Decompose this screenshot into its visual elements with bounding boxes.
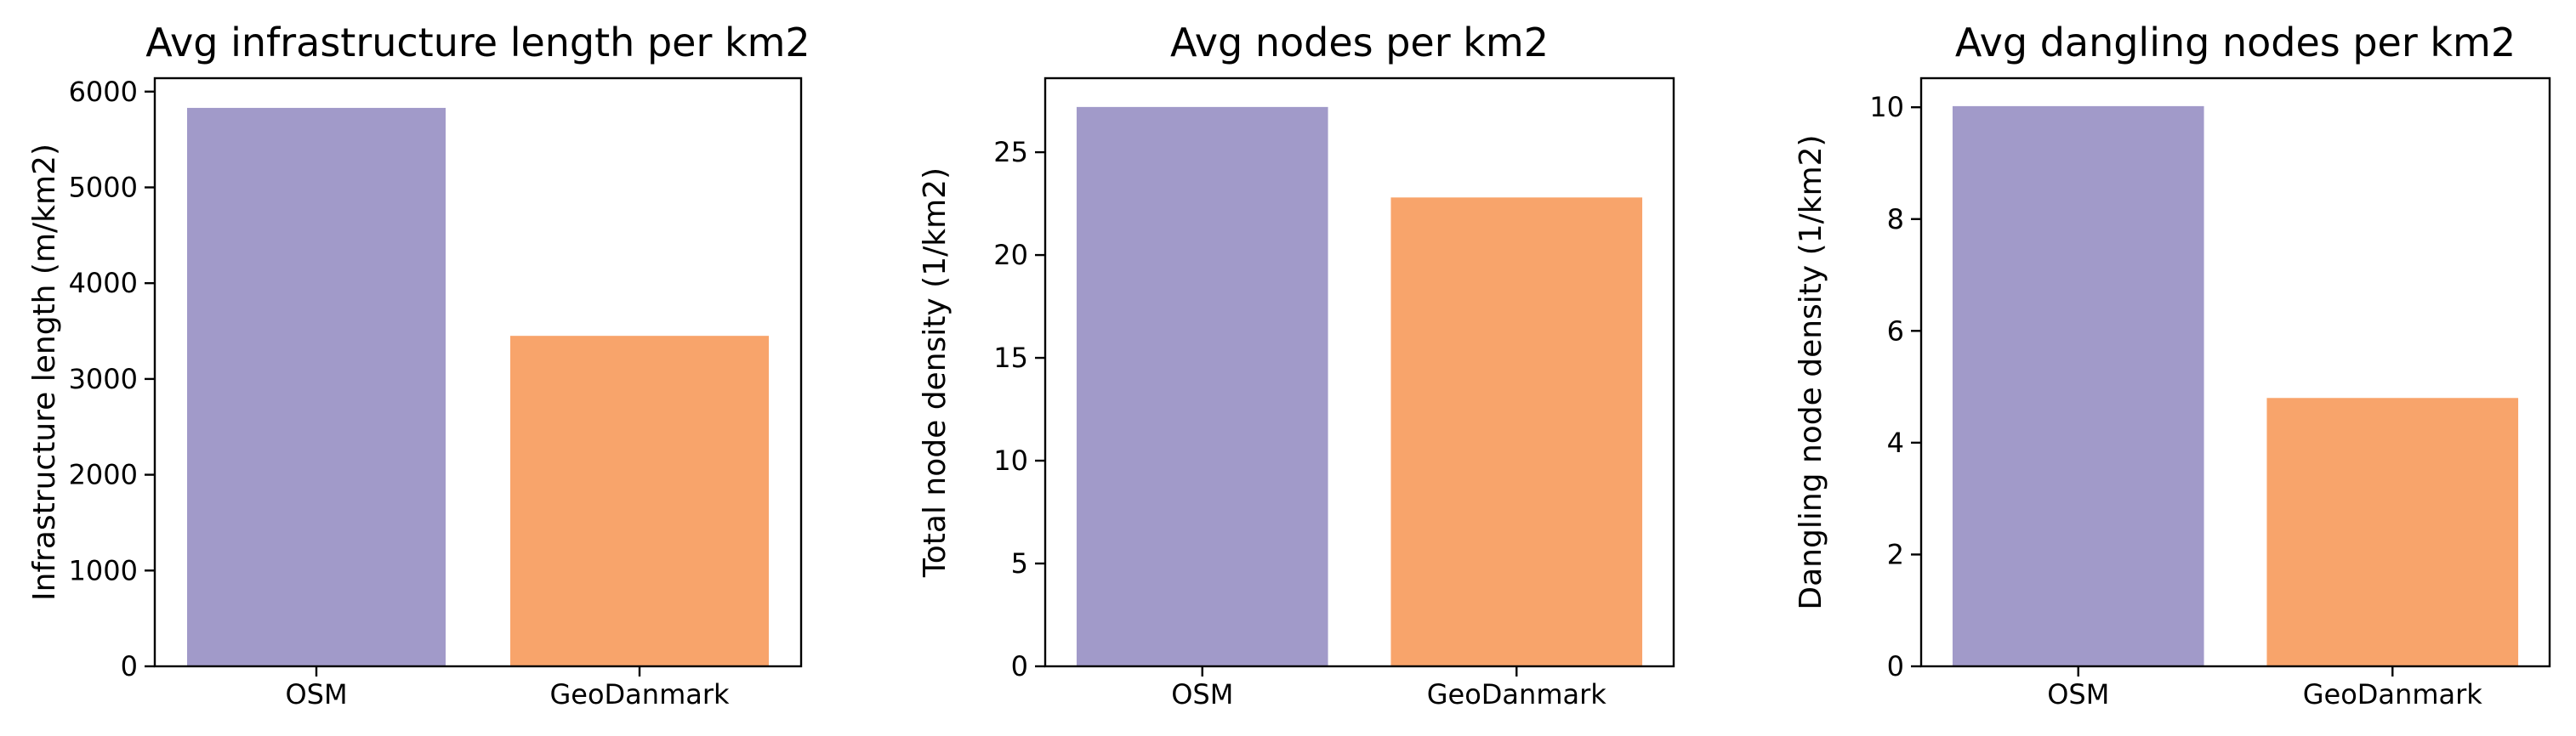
axes-frame <box>1919 76 2551 668</box>
y-tick-label: 4000 <box>69 267 138 299</box>
bar-osm <box>1076 106 1328 667</box>
y-tick-label: 8 <box>1887 203 1904 235</box>
x-tick-label: GeoDanmark <box>1427 678 1607 711</box>
y-tick-label: 4 <box>1887 427 1904 459</box>
y-tick-label: 3000 <box>69 363 138 395</box>
x-tick-label: OSM <box>1171 678 1233 711</box>
bar-geodanmark <box>510 336 769 666</box>
y-tick-label: 2000 <box>69 459 138 491</box>
y-tick-label: 5 <box>1011 547 1028 580</box>
chart-title: Avg nodes per km2 <box>1170 20 1549 65</box>
x-tick-label: OSM <box>2047 678 2109 711</box>
chart-title: Avg infrastructure length per km2 <box>145 20 810 65</box>
y-axis-label: Infrastructure length (m/km2) <box>27 144 62 601</box>
y-tick-label: 15 <box>993 342 1028 374</box>
y-tick-label: 6000 <box>69 76 138 108</box>
bar-geodanmark <box>2266 398 2519 666</box>
y-axis-label: Total node density (1/km2) <box>918 167 952 578</box>
y-tick-label: 0 <box>1887 650 1904 682</box>
chart-panel-3: OSM GeoDanmark 0 2 4 6 8 10 Avg dangling nodes p… <box>1794 20 2551 711</box>
y-tick-label: 0 <box>1011 650 1028 682</box>
chart-panel-1: OSM GeoDanmark 0 1000 2000 3000 4000 5000 6000Av… <box>27 20 810 711</box>
axes-frame <box>153 76 803 668</box>
y-tick-label: 10 <box>993 444 1028 477</box>
bar-osm <box>1952 105 2204 666</box>
y-tick-label: 1000 <box>69 554 138 586</box>
x-tick-label: OSM <box>285 678 347 711</box>
y-axis-label: Dangling node density (1/km2) <box>1794 134 1828 609</box>
bar-osm <box>187 107 446 666</box>
chart-title: Avg dangling nodes per km2 <box>1955 20 2516 65</box>
y-tick-label: 20 <box>993 239 1028 271</box>
y-tick-label: 10 <box>1869 91 1904 123</box>
bar-geodanmark <box>1390 197 1643 667</box>
x-tick-label: GeoDanmark <box>549 678 730 711</box>
y-tick-label: 5000 <box>69 171 138 203</box>
axes-frame <box>1043 76 1675 668</box>
y-tick-label: 25 <box>993 136 1028 168</box>
y-tick-label: 2 <box>1887 538 1904 570</box>
y-tick-label: 0 <box>121 650 138 682</box>
chart-panel-2: OSM GeoDanmark 0 5 10 15 20 25 Avg nodes per km2… <box>918 20 1675 711</box>
y-tick-label: 6 <box>1887 314 1904 347</box>
x-tick-label: GeoDanmark <box>2303 678 2483 711</box>
